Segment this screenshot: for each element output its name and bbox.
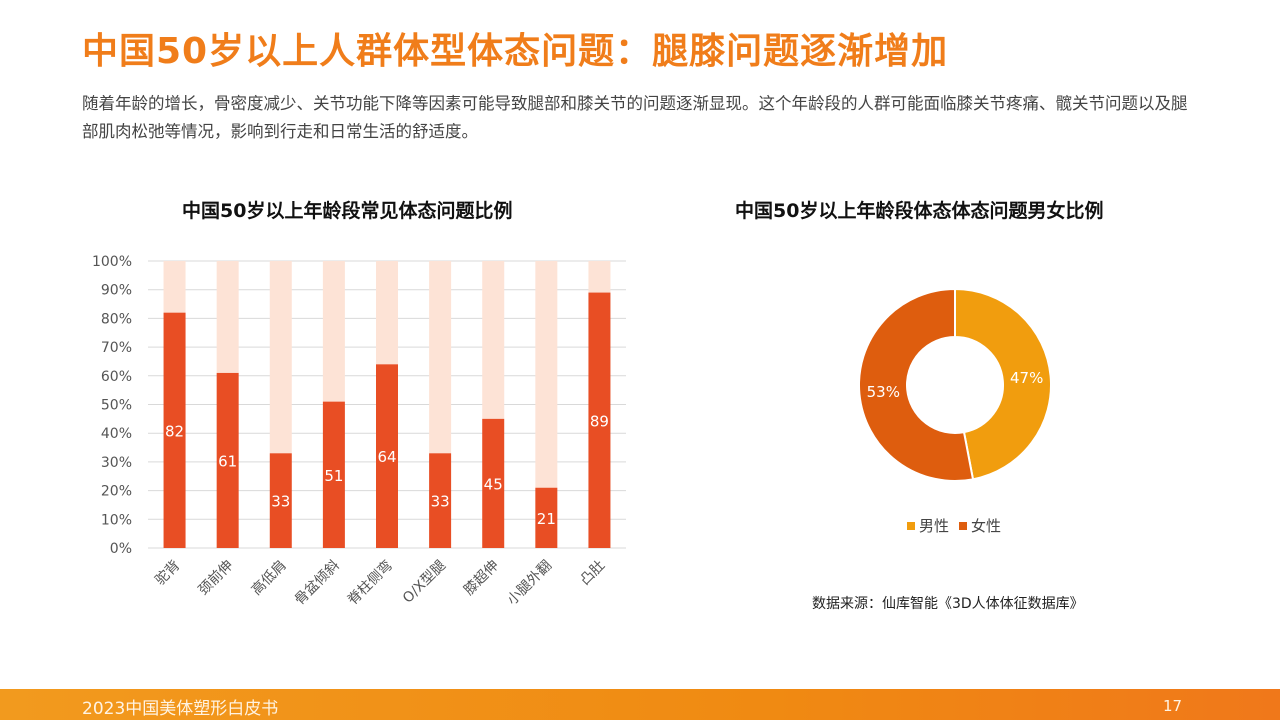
y-tick-label: 70% bbox=[101, 340, 132, 356]
legend-label-female: 女性 bbox=[971, 517, 1002, 535]
bar bbox=[376, 364, 398, 548]
x-tick-label: 凸肚 bbox=[577, 558, 608, 589]
x-tick-label: 骨盆倾斜 bbox=[292, 558, 343, 609]
bar-remainder bbox=[535, 261, 558, 488]
x-tick-label: 高低肩 bbox=[248, 557, 290, 599]
y-tick-label: 0% bbox=[110, 541, 132, 557]
x-tick-label: O/X型腿 bbox=[400, 558, 449, 607]
legend-item-female: 女性 bbox=[959, 515, 1001, 536]
footer-bar: 2023中国美体塑形白皮书 17 bbox=[0, 689, 1280, 720]
bar-remainder bbox=[163, 261, 186, 313]
data-source-note: 数据来源：仙库智能《3D人体体征数据库》 bbox=[812, 596, 1084, 612]
bar bbox=[269, 453, 292, 548]
bar bbox=[482, 418, 505, 548]
donut-legend: 男性 女性 bbox=[907, 515, 1001, 536]
bar-data-label: 33 bbox=[271, 493, 290, 511]
donut-chart-title: 中国50岁以上年龄段体态体态问题男女比例 bbox=[735, 200, 1104, 222]
legend-item-male: 男性 bbox=[907, 515, 949, 536]
bar-remainder bbox=[482, 261, 505, 419]
x-tick-label: 颈前伸 bbox=[195, 557, 237, 599]
bar-remainder bbox=[429, 261, 452, 454]
legend-swatch-female bbox=[959, 521, 968, 530]
x-tick-label: 驼背 bbox=[152, 557, 184, 589]
bar-remainder bbox=[322, 261, 345, 402]
y-tick-label: 10% bbox=[101, 512, 132, 528]
bar-chart-title: 中国50岁以上年龄段常见体态问题比例 bbox=[182, 200, 513, 222]
donut-slice bbox=[858, 287, 975, 482]
footer-title: 2023中国美体塑形白皮书 bbox=[82, 699, 279, 719]
x-tick-label: 小腿外翻 bbox=[504, 558, 555, 609]
bar bbox=[163, 312, 186, 548]
bar-data-label: 89 bbox=[590, 412, 609, 430]
bar bbox=[429, 453, 452, 548]
bar-data-label: 64 bbox=[377, 448, 396, 466]
y-tick-label: 20% bbox=[101, 484, 132, 500]
y-tick-label: 100% bbox=[92, 254, 132, 270]
bar bbox=[535, 487, 558, 548]
bar-remainder bbox=[216, 261, 239, 373]
bar-data-label: 82 bbox=[165, 422, 184, 440]
bar-data-label: 51 bbox=[324, 467, 343, 485]
donut-chart: 47% 53% bbox=[858, 287, 1052, 482]
page-title: 中国50岁以上人群体型体态问题：腿膝问题逐渐增加 bbox=[82, 31, 949, 72]
bar bbox=[216, 372, 239, 548]
bar bbox=[322, 401, 345, 548]
bar-chart: 0% 10% 20% 30% 40% 50% 60% 70% 80% 90% 100% 82 驼背 61 颈… bbox=[92, 254, 626, 609]
donut-slice bbox=[954, 287, 1052, 481]
donut-slice-label: 53% bbox=[867, 383, 900, 401]
legend-swatch-male bbox=[907, 521, 915, 530]
donut-slice-label: 47% bbox=[1010, 369, 1043, 387]
intro-paragraph: 随着年龄的增长，骨密度减少、关节功能下降等因素可能导致腿部和膝关节的问题逐渐显现… bbox=[82, 94, 1188, 141]
page-number: 17 bbox=[1163, 697, 1183, 715]
bar-data-label: 61 bbox=[218, 452, 237, 470]
y-tick-label: 60% bbox=[101, 369, 132, 385]
y-tick-label: 30% bbox=[101, 455, 132, 471]
bar-remainder bbox=[376, 261, 398, 365]
y-tick-label: 40% bbox=[101, 426, 132, 442]
y-tick-label: 90% bbox=[101, 283, 132, 299]
bar-remainder bbox=[588, 261, 611, 293]
y-tick-label: 80% bbox=[101, 311, 132, 327]
y-tick-label: 50% bbox=[101, 398, 132, 414]
bar-data-label: 45 bbox=[484, 475, 503, 493]
x-tick-label: 膝超伸 bbox=[461, 558, 502, 599]
bar-remainder bbox=[269, 261, 292, 454]
bar-data-label: 33 bbox=[431, 493, 450, 511]
x-tick-label: 脊柱侧弯 bbox=[344, 557, 396, 609]
legend-label-male: 男性 bbox=[919, 517, 950, 535]
bar bbox=[588, 292, 611, 548]
bar-data-label: 21 bbox=[537, 510, 556, 528]
